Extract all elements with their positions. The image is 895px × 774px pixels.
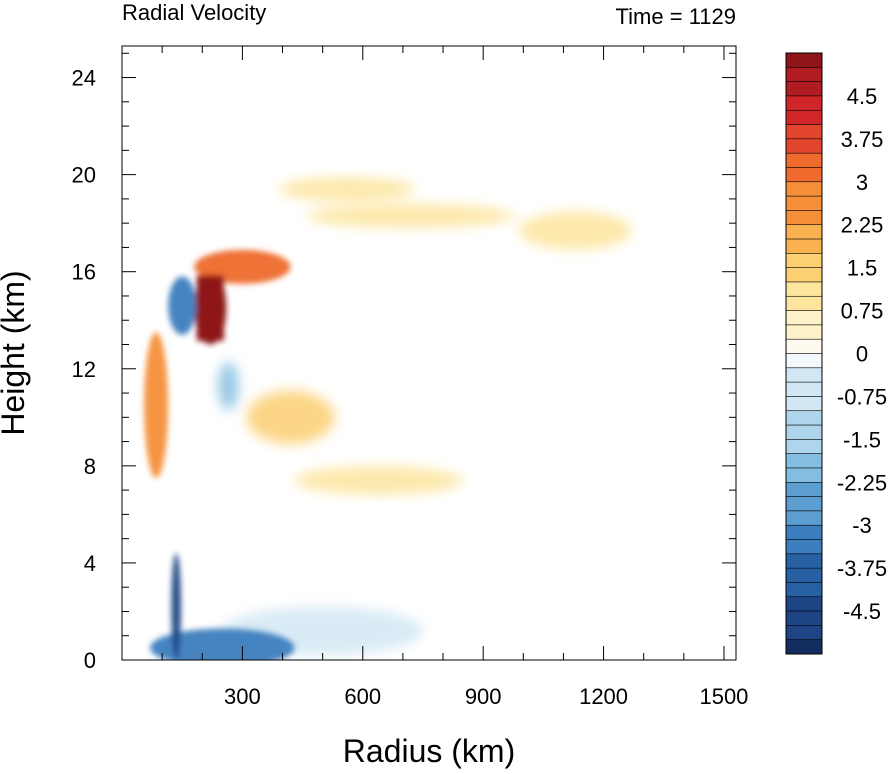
colorbar-label: -4.5 <box>843 599 881 624</box>
colorbar-label: 1.5 <box>847 256 878 281</box>
field-feature-low-level-inflow <box>150 628 295 660</box>
colorbar-cell <box>785 453 823 469</box>
x-tick-label: 300 <box>224 684 261 709</box>
colorbar-cell <box>785 439 823 455</box>
colorbar-label: 0.75 <box>841 299 884 324</box>
colorbar-cell <box>785 67 823 83</box>
colorbar-cell <box>785 510 823 526</box>
field-feature-mid-level-outflow <box>246 390 335 445</box>
field-feature-upper-outflow <box>194 249 291 284</box>
colorbar-cell <box>785 95 823 111</box>
field-feature-upper-outflow-streak-1 <box>278 177 415 202</box>
colorbar-label: 0 <box>856 342 868 367</box>
x-tick-label: 600 <box>344 684 381 709</box>
colorbar-cell <box>785 281 823 297</box>
y-tick-label: 20 <box>72 163 96 188</box>
colorbar-cell <box>785 481 823 498</box>
colorbar-cell <box>785 210 823 226</box>
y-tick-label: 4 <box>84 551 96 576</box>
colorbar-frame <box>785 52 823 655</box>
colorbar-cell <box>785 396 823 412</box>
colorbar-label: 3 <box>856 170 868 195</box>
y-tick-label: 12 <box>72 357 96 382</box>
colorbar-cell <box>785 167 823 183</box>
velocity-field <box>144 177 632 660</box>
y-tick-label: 24 <box>72 66 96 91</box>
colorbar-label: -2.25 <box>837 470 887 495</box>
field-feature-low-level-inflow-core <box>171 553 181 660</box>
colorbar-cell <box>785 625 823 641</box>
colorbar-cell <box>785 596 823 612</box>
y-tick-label: 8 <box>84 454 96 479</box>
colorbar-cell <box>785 238 823 254</box>
x-tick-label: 1200 <box>579 684 628 709</box>
colorbar-label: -3 <box>852 513 872 538</box>
colorbar: 4.5 3.75 3 2.25 1.5 0.75 0 -0.75 -1.5 -2.25 -3 -3.7… <box>785 52 887 655</box>
x-tick-label: 900 <box>465 684 502 709</box>
colorbar-cell <box>785 539 823 555</box>
field-feature-eyewall-outflow-bands <box>144 332 169 478</box>
colorbar-label: -3.75 <box>837 556 887 581</box>
field-feature-mid-inflow <box>218 361 239 411</box>
field-feature-outflow-core-max <box>196 275 224 341</box>
colorbar-cell <box>785 496 823 512</box>
colorbar-label: 2.25 <box>841 213 884 238</box>
field-feature-upper-inflow <box>168 276 197 335</box>
field-feature-upper-outflow-streak-2 <box>306 203 516 229</box>
chart-title: Radial Velocity <box>122 0 266 25</box>
colorbar-cell <box>785 639 823 655</box>
colorbar-cell <box>785 295 823 312</box>
y-tick-label: 0 <box>84 648 96 673</box>
y-axis-label: Height (km) <box>0 270 31 435</box>
colorbar-cell <box>785 353 823 369</box>
x-tick-label: 1500 <box>699 684 748 709</box>
colorbar-cell <box>785 367 823 383</box>
colorbar-cell <box>785 310 823 326</box>
colorbar-label: 4.5 <box>847 84 878 109</box>
colorbar-cell <box>785 338 823 355</box>
plot-frame <box>121 45 737 661</box>
colorbar-cell <box>785 81 823 97</box>
colorbar-cell <box>785 324 823 340</box>
y-tick-label: 16 <box>72 260 96 285</box>
colorbar-cell <box>785 224 823 240</box>
colorbar-cell <box>785 582 823 598</box>
colorbar-cell <box>785 195 823 211</box>
colorbar-cell <box>785 553 823 569</box>
colorbar-cell <box>785 109 823 126</box>
axis-ticks: 300 600 900 1200 1500 0 4 8 12 16 20 24 <box>72 46 748 709</box>
colorbar-cell <box>785 410 823 426</box>
colorbar-cell <box>785 152 823 168</box>
field-feature-mid-level-outflow-east <box>294 465 464 495</box>
colorbar-label: -1.5 <box>843 427 881 452</box>
colorbar-label: -0.75 <box>837 384 887 409</box>
colorbar-cell <box>785 52 823 68</box>
colorbar-cell <box>785 124 823 140</box>
colorbar-cell <box>785 467 823 483</box>
colorbar-cell <box>785 567 823 583</box>
colorbar-cell <box>785 138 823 154</box>
colorbar-cell <box>785 253 823 269</box>
chart-subtitle: Time = 1129 <box>616 4 736 29</box>
field-feature-upper-outflow-far <box>519 211 632 250</box>
colorbar-cell <box>785 267 823 283</box>
colorbar-cell <box>785 610 823 626</box>
x-axis-label: Radius (km) <box>343 733 515 769</box>
colorbar-cell <box>785 424 823 440</box>
colorbar-cell <box>785 181 823 197</box>
plot-area <box>122 46 736 660</box>
colorbar-cell <box>785 524 823 541</box>
colorbar-cell <box>785 381 823 397</box>
colorbar-label: 3.75 <box>841 127 884 152</box>
